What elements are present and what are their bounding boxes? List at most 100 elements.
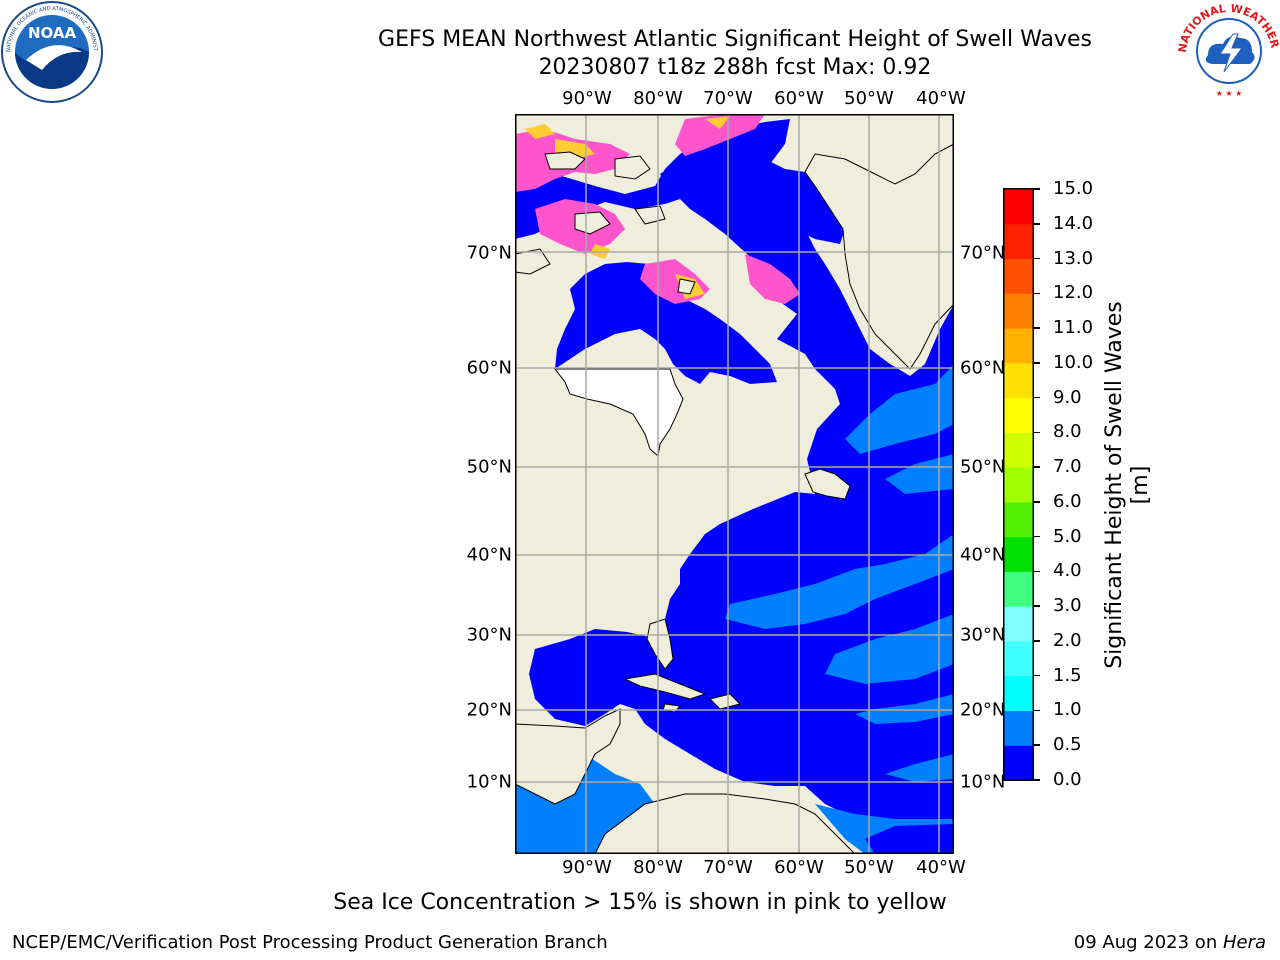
newfoundland	[804, 468, 851, 500]
footer-host: Hera	[1222, 932, 1266, 953]
colorbar-tick-mark	[1034, 257, 1040, 260]
colorbar-segment	[1004, 258, 1033, 294]
colorbar-tick-label: 8.0	[1053, 421, 1082, 443]
lat-label-left: 40°N	[466, 544, 512, 566]
lon-label-top: 40°W	[916, 88, 966, 109]
lat-label-left: 70°N	[466, 242, 512, 264]
colorbar-tick-mark	[1034, 292, 1040, 295]
colorbar-tick-label: 1.5	[1053, 664, 1082, 686]
ocean-south-low	[865, 824, 954, 854]
footer-branch: NCEP/EMC/Verification Post Processing Pr…	[12, 932, 608, 953]
noaa-logo-icon: NOAA NATIONAL OCEANIC AND ATMOSPHERIC AD…	[0, 0, 103, 103]
colorbar-tick-label: 5.0	[1053, 525, 1082, 547]
colorbar-tick-mark	[1034, 188, 1040, 190]
colorbar-segment	[1004, 571, 1033, 607]
colorbar-segment	[1004, 223, 1033, 260]
colorbar-tick-mark	[1034, 674, 1040, 677]
svg-text:★ ★ ★: ★ ★ ★	[1216, 89, 1243, 98]
colorbar-segment	[1004, 467, 1033, 503]
lon-label-bottom: 50°W	[844, 857, 894, 878]
colorbar-tick-label: 15.0	[1053, 178, 1094, 199]
colorbar-tick-mark	[1034, 223, 1040, 225]
colorbar-segment	[1004, 432, 1033, 468]
lon-label-top: 70°W	[703, 88, 753, 109]
colorbar-segment	[1004, 189, 1033, 225]
lon-label-bottom: 80°W	[633, 857, 683, 878]
lat-label-right: 50°N	[960, 456, 1006, 478]
arctic-islands	[515, 151, 696, 295]
colorbar-tick-mark	[1034, 501, 1040, 503]
lat-label-right: 60°N	[960, 357, 1006, 379]
chart-subtitle: 20230807 t18z 288h fcst Max: 0.92	[538, 55, 932, 80]
colorbar-tick-label: 13.0	[1053, 247, 1094, 269]
colorbar-frame	[1003, 188, 1034, 781]
colorbar-tick-label: 12.0	[1053, 282, 1094, 304]
yucatan	[515, 708, 621, 805]
colorbar-segment	[1004, 675, 1033, 711]
lat-label-right: 40°N	[960, 544, 1006, 566]
colorbar-segment	[1004, 640, 1033, 677]
sea-ice-note: Sea Ice Concentration > 15% is shown in …	[333, 890, 947, 915]
lat-label-left: 60°N	[466, 357, 512, 379]
gridlines	[515, 114, 954, 854]
lon-label-bottom: 90°W	[562, 857, 612, 878]
colorbar-tick-label: 0.5	[1053, 734, 1082, 756]
florida	[646, 618, 674, 670]
colorbar-tick-label: 1.0	[1053, 699, 1082, 721]
colorbar-segment	[1004, 397, 1033, 433]
colorbar-tick-label: 6.0	[1053, 490, 1082, 512]
colorbar-segment	[1004, 536, 1033, 572]
footer-date: 09 Aug 2023 on Hera	[1073, 932, 1266, 953]
james-bay-white	[553, 368, 684, 457]
lon-label-bottom: 40°W	[916, 857, 966, 878]
colorbar-segment	[1004, 710, 1033, 746]
colorbar-tick-mark	[1034, 605, 1040, 607]
lat-label-left: 50°N	[466, 456, 512, 478]
lon-label-bottom: 70°W	[703, 857, 753, 878]
colorbar-tick-label: 3.0	[1053, 595, 1082, 617]
svg-text:NOAA: NOAA	[28, 24, 77, 42]
caribbean-islands	[623, 673, 741, 713]
colorbar-tick-mark	[1034, 779, 1040, 781]
colorbar-segment	[1004, 606, 1033, 642]
colorbar-segment	[1004, 293, 1033, 329]
lon-label-top: 90°W	[562, 88, 612, 109]
map-panel	[515, 114, 954, 854]
colorbar-tick-mark	[1034, 570, 1040, 573]
colorbar-segment	[1004, 328, 1033, 364]
south-america	[594, 793, 856, 854]
colorbar-tick-mark	[1034, 640, 1040, 642]
lat-label-right: 20°N	[960, 699, 1006, 721]
lon-label-top: 80°W	[633, 88, 683, 109]
colorbar-label: Significant Height of Swell Waves [m]	[1102, 301, 1153, 669]
colorbar-tick-mark	[1034, 327, 1040, 329]
colorbar-tick-mark	[1034, 396, 1040, 399]
lat-label-right: 30°N	[960, 624, 1006, 646]
lat-label-right: 70°N	[960, 242, 1006, 264]
greenland	[804, 143, 954, 370]
colorbar-tick-label: 7.0	[1053, 456, 1082, 478]
nws-logo-icon: NATIONAL WEATHER SERVICE ★ ★ ★	[1178, 0, 1280, 100]
colorbar-tick-label: 14.0	[1053, 212, 1094, 234]
colorbar-tick-mark	[1034, 431, 1040, 434]
colorbar-segment	[1004, 501, 1033, 538]
colorbar-tick-mark	[1034, 709, 1040, 712]
colorbar-tick-label: 9.0	[1053, 386, 1082, 408]
colorbar-tick-label: 10.0	[1053, 351, 1094, 373]
colorbar-tick-mark	[1034, 362, 1040, 364]
lon-label-top: 60°W	[774, 88, 824, 109]
colorbar-tick-label: 0.0	[1053, 769, 1082, 790]
lat-label-left: 10°N	[466, 771, 512, 793]
colorbar-tick-label: 11.0	[1053, 317, 1094, 339]
colorbar-segment	[1004, 745, 1033, 781]
colorbar-tick-label: 2.0	[1053, 629, 1082, 651]
hudson-bay	[555, 262, 777, 384]
lat-label-left: 20°N	[466, 699, 512, 721]
colorbar	[1003, 188, 1034, 781]
lat-label-left: 30°N	[466, 624, 512, 646]
colorbar-tick-label: 4.0	[1053, 560, 1082, 582]
colorbar-tick-mark	[1034, 466, 1040, 468]
baffin-bay	[680, 144, 845, 244]
lon-label-top: 50°W	[844, 88, 894, 109]
map-frame	[515, 114, 954, 854]
